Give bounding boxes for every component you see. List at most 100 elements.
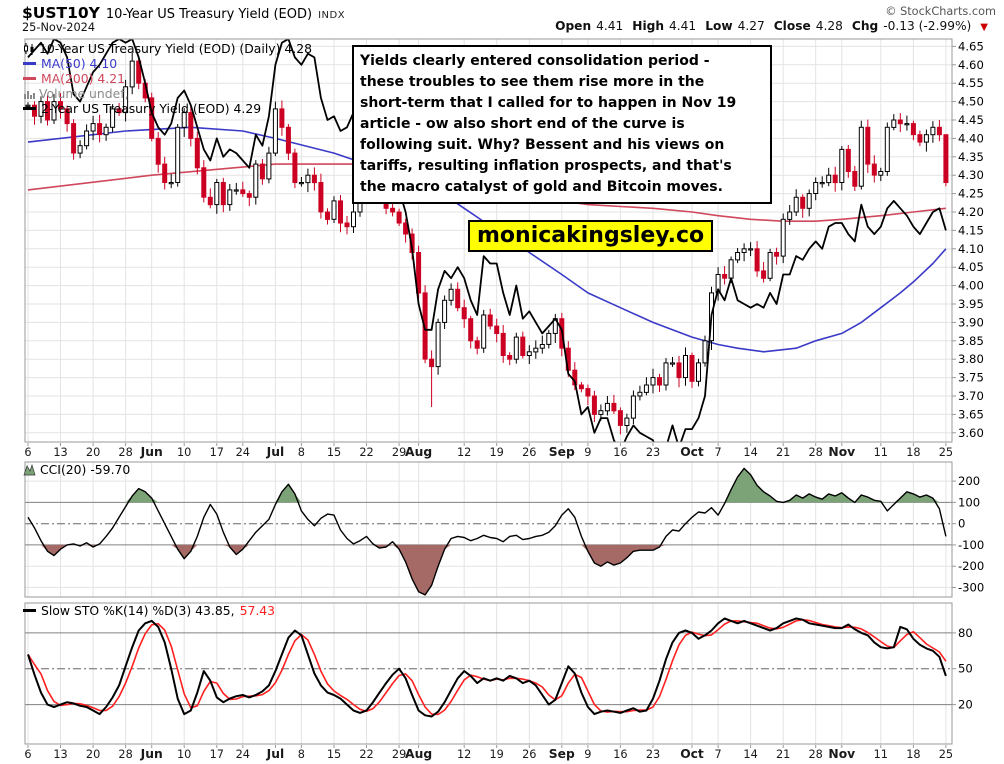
open-value: 4.41	[596, 19, 624, 33]
legend-sto-d-value: 57.43	[239, 603, 276, 618]
svg-text:14: 14	[743, 748, 757, 761]
svg-text:14: 14	[743, 446, 757, 459]
high-value: 4.41	[669, 19, 697, 33]
legend-price-label: 10-Year US Treasury Yield (EOD) (Daily) …	[39, 41, 312, 56]
svg-text:23: 23	[646, 748, 660, 761]
chg-label: Chg	[851, 19, 879, 33]
open-label: Open	[555, 19, 592, 33]
svg-text:Jul: Jul	[266, 445, 285, 459]
ohlc-quote-row: Open 4.41 High 4.41 Low 4.27 Close 4.28 Chg -0.13…	[555, 19, 988, 33]
legend-cci-label: CCI(20) -59.70	[40, 462, 131, 477]
close-value: 4.28	[815, 19, 843, 33]
svg-text:26: 26	[522, 748, 536, 761]
chg-value: -0.13 (-2.99%)	[883, 19, 972, 33]
legend-ma50-label: MA(50) 4.10	[41, 56, 118, 71]
svg-text:21: 21	[776, 748, 790, 761]
legend-price-series: 10-Year US Treasury Yield (EOD) (Daily) …	[23, 41, 312, 56]
svg-text:20: 20	[86, 446, 100, 459]
legend-ma200-label: MA(200) 4.21	[41, 71, 126, 86]
svg-text:Nov: Nov	[828, 747, 855, 761]
high-label: High	[632, 19, 665, 33]
svg-text:3.60: 3.60	[958, 426, 984, 440]
svg-text:Aug: Aug	[405, 445, 432, 459]
volume-bars-icon	[23, 88, 35, 100]
copyright: © StockCharts.com	[885, 5, 996, 18]
svg-text:28: 28	[118, 446, 132, 459]
legend-ma50: MA(50) 4.10	[23, 56, 312, 71]
chart-title: 10-Year US Treasury Yield (EOD)	[105, 7, 313, 22]
ma50-line-icon	[23, 62, 36, 65]
svg-text:21: 21	[776, 446, 790, 459]
svg-text:28: 28	[809, 748, 823, 761]
svg-text:100: 100	[958, 495, 980, 509]
svg-text:18: 18	[906, 446, 920, 459]
svg-text:3.95: 3.95	[958, 297, 984, 311]
low-value: 4.27	[737, 19, 765, 33]
legend-volume: Volume undef,	[23, 86, 312, 101]
svg-text:16: 16	[613, 446, 627, 459]
svg-text:22: 22	[359, 446, 373, 459]
svg-text:3.80: 3.80	[958, 352, 984, 366]
svg-text:Jun: Jun	[140, 445, 163, 459]
svg-text:15: 15	[327, 446, 341, 459]
main-chart-legend: 10-Year US Treasury Yield (EOD) (Daily) …	[23, 41, 312, 116]
svg-text:Aug: Aug	[405, 747, 432, 761]
svg-text:17: 17	[210, 748, 224, 761]
svg-text:19: 19	[490, 748, 504, 761]
svg-text:12: 12	[457, 748, 471, 761]
svg-text:-200: -200	[958, 559, 984, 573]
ticker-symbol: $UST10Y	[22, 4, 100, 22]
svg-text:13: 13	[53, 446, 67, 459]
svg-text:24: 24	[236, 748, 250, 761]
svg-text:20: 20	[958, 698, 973, 712]
svg-text:3.75: 3.75	[958, 371, 984, 385]
close-label: Close	[773, 19, 811, 33]
svg-text:16: 16	[613, 748, 627, 761]
svg-text:28: 28	[118, 748, 132, 761]
svg-text:15: 15	[327, 748, 341, 761]
svg-text:13: 13	[53, 748, 67, 761]
svg-text:9: 9	[584, 748, 591, 761]
watermark-badge: monicakingsley.co	[468, 220, 714, 252]
svg-text:80: 80	[958, 626, 973, 640]
svg-text:3.70: 3.70	[958, 389, 984, 403]
exchange-label: INDX	[318, 10, 346, 21]
legend-2year-label: 2-Year US Treasury Yield (EOD) 4.29	[41, 101, 262, 116]
svg-text:4.25: 4.25	[958, 187, 984, 201]
svg-text:6: 6	[24, 446, 31, 459]
svg-text:7: 7	[715, 446, 722, 459]
svg-text:4.45: 4.45	[958, 113, 984, 127]
cci-legend: CCI(20) -59.70	[23, 462, 130, 477]
svg-text:3.85: 3.85	[958, 334, 984, 348]
svg-text:11: 11	[874, 446, 888, 459]
svg-text:Sep: Sep	[549, 445, 575, 459]
low-label: Low	[705, 19, 733, 33]
svg-text:8: 8	[298, 446, 305, 459]
svg-text:12: 12	[457, 446, 471, 459]
legend-sto-k-label: Slow STO %K(14) %D(3) 43.85,	[41, 603, 235, 618]
svg-text:10: 10	[177, 446, 191, 459]
svg-text:4.15: 4.15	[958, 223, 984, 237]
svg-text:9: 9	[584, 446, 591, 459]
svg-text:19: 19	[490, 446, 504, 459]
svg-text:8: 8	[298, 748, 305, 761]
svg-text:4.65: 4.65	[958, 39, 984, 53]
cci-panel: 200 100 0 -100 -200 -300	[24, 461, 984, 598]
svg-text:29: 29	[392, 446, 406, 459]
legend-ma200: MA(200) 4.21	[23, 71, 312, 86]
legend-2year: 2-Year US Treasury Yield (EOD) 4.29	[23, 101, 312, 116]
svg-text:20: 20	[86, 748, 100, 761]
legend-sto: Slow STO %K(14) %D(3) 43.85, 57.43	[23, 603, 275, 618]
svg-text:24: 24	[236, 446, 250, 459]
svg-text:Sep: Sep	[549, 747, 575, 761]
svg-text:Oct: Oct	[680, 747, 704, 761]
svg-text:200: 200	[958, 474, 980, 488]
svg-text:22: 22	[359, 748, 373, 761]
svg-text:4.60: 4.60	[958, 58, 984, 72]
svg-text:Nov: Nov	[828, 445, 855, 459]
svg-text:18: 18	[906, 748, 920, 761]
sto-k-line-icon	[23, 609, 36, 612]
change-down-triangle-icon: ▼	[980, 22, 988, 33]
